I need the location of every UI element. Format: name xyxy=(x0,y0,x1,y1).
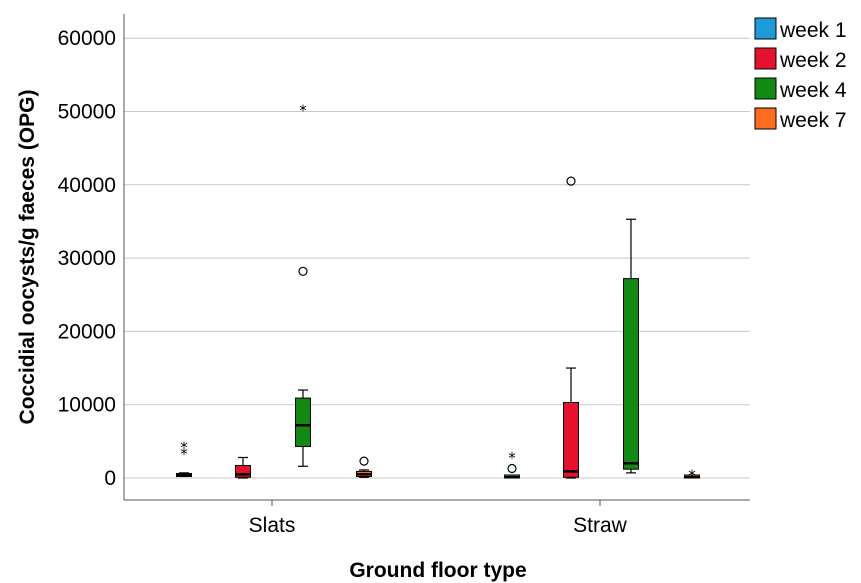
box-slats: * xyxy=(295,101,311,467)
y-tick-label: 40000 xyxy=(58,174,116,197)
outlier-point xyxy=(298,266,308,276)
y-tick-label: 0 xyxy=(104,467,116,490)
legend-item: week 7 xyxy=(754,107,847,132)
box-straw: * xyxy=(504,449,520,479)
y-tick-labels: 0 10000 20000 30000 40000 50000 60000 xyxy=(58,27,116,490)
box-straw xyxy=(623,218,639,474)
box-iqr xyxy=(623,278,639,470)
box-slats xyxy=(356,456,372,478)
box-iqr xyxy=(295,397,311,447)
series-week-1: *** xyxy=(176,439,520,479)
box-straw: * xyxy=(684,466,700,484)
x-axis-title: Ground floor type xyxy=(349,559,526,582)
y-tick-label: 30000 xyxy=(58,247,116,270)
y-tick-label: 20000 xyxy=(58,320,116,343)
extreme-point: * xyxy=(180,445,188,463)
legend-label: week 7 xyxy=(779,109,847,132)
box-straw xyxy=(563,176,579,479)
x-category-label: Straw xyxy=(573,514,628,537)
x-category-labels: Slats Straw xyxy=(249,500,628,537)
gridlines xyxy=(124,37,750,479)
extreme-point: * xyxy=(299,101,307,119)
legend-item: week 4 xyxy=(754,77,847,102)
legend-swatch xyxy=(754,107,777,130)
legend-item: week 2 xyxy=(754,47,847,72)
legend-item: week 1 xyxy=(754,17,847,42)
legend-label: week 1 xyxy=(779,19,847,42)
legend-swatch xyxy=(754,47,777,70)
extreme-point: * xyxy=(508,449,516,467)
outlier-point xyxy=(507,463,517,474)
box-series: ***** xyxy=(176,101,700,484)
outlier-point xyxy=(566,176,576,186)
box-iqr xyxy=(563,402,579,478)
series-week-4: * xyxy=(295,101,639,474)
y-axis-title: Coccidial oocysts/g faeces (OPG) xyxy=(16,90,39,425)
legend-label: week 4 xyxy=(779,79,847,102)
legend-label: week 2 xyxy=(779,49,847,72)
legend-swatch xyxy=(754,17,777,40)
legend-swatch xyxy=(754,77,777,100)
series-week-2 xyxy=(235,176,579,479)
extreme-point: * xyxy=(180,439,188,457)
x-category-label: Slats xyxy=(249,514,296,537)
y-tick-label: 10000 xyxy=(58,394,116,417)
extreme-point: * xyxy=(688,466,696,484)
outlier-point xyxy=(359,456,369,466)
series-week-7: * xyxy=(356,456,700,484)
y-tick-label: 60000 xyxy=(58,27,116,50)
y-tick-label: 50000 xyxy=(58,101,116,124)
box-iqr xyxy=(235,465,251,478)
box-slats: ** xyxy=(176,439,192,478)
box-slats xyxy=(235,456,251,479)
axes xyxy=(123,14,750,501)
legend: week 1 week 2 week 4 week 7 xyxy=(754,17,847,132)
